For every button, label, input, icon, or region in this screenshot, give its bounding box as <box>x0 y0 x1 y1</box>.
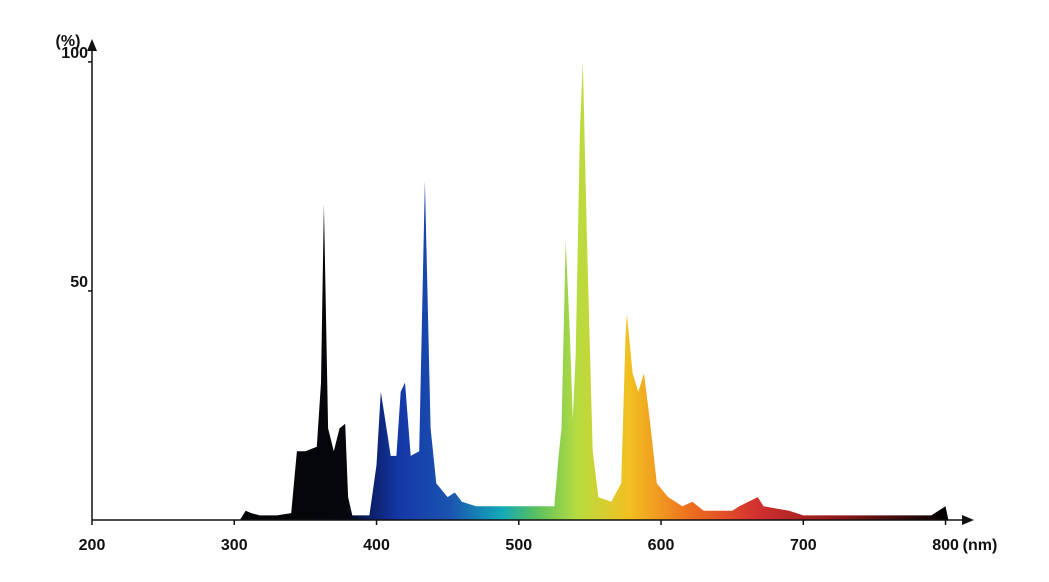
x-tick-label: 600 <box>648 537 675 554</box>
x-tick-label: 300 <box>221 537 248 554</box>
y-tick-label: 100 <box>61 45 88 62</box>
x-tick-label: 800 <box>932 537 959 554</box>
spectrum-area <box>239 61 949 521</box>
x-axis-label: (nm) <box>963 537 998 554</box>
x-tick-label: 200 <box>79 537 106 554</box>
x-tick-label: 700 <box>790 537 817 554</box>
y-axis-arrow <box>87 39 97 51</box>
x-tick-label: 400 <box>363 537 390 554</box>
x-axis-arrow <box>962 515 974 525</box>
y-tick-label: 50 <box>70 274 88 291</box>
x-tick-label: 500 <box>505 537 532 554</box>
y-axis-label: (%) <box>56 33 81 50</box>
